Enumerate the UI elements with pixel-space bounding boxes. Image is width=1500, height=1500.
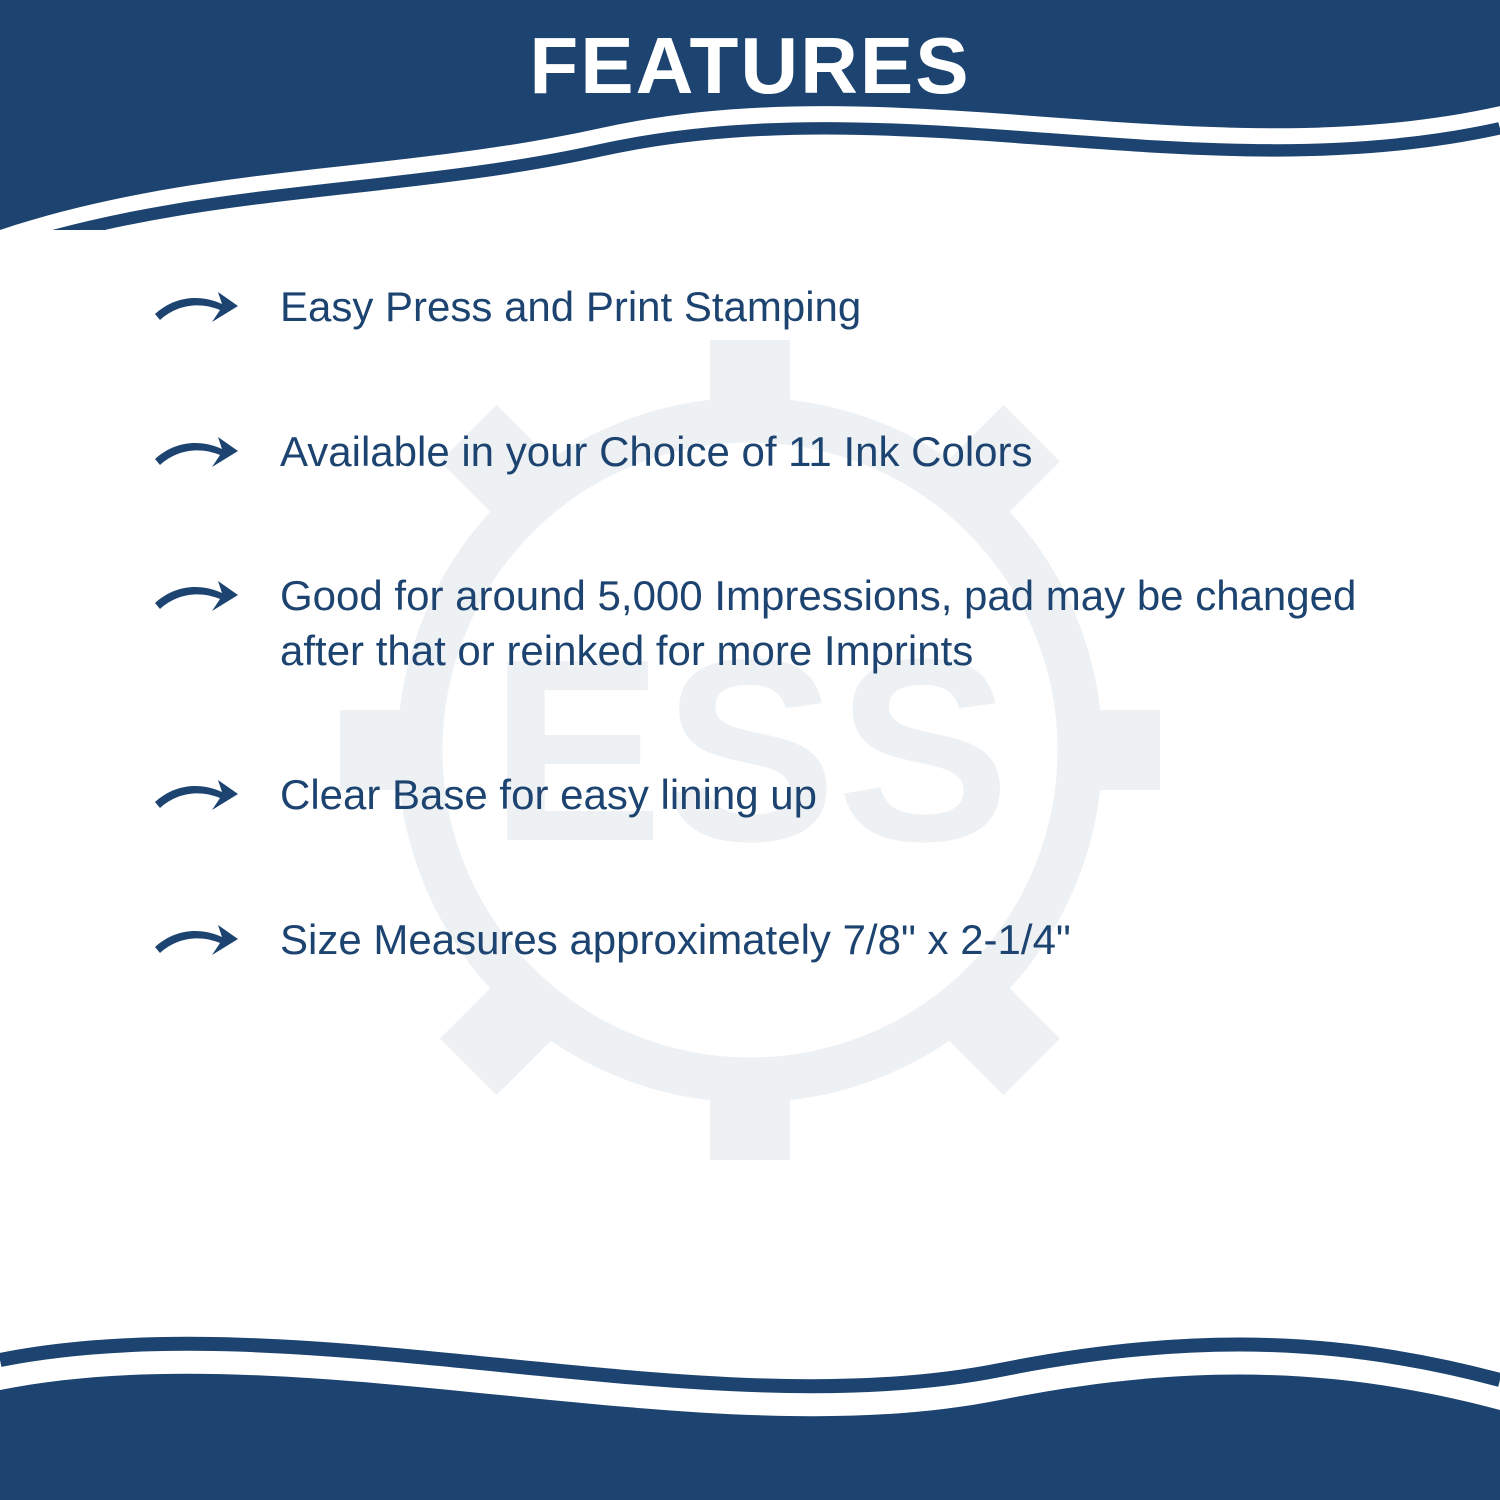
arrow-right-icon — [150, 429, 240, 473]
footer-wave-band — [0, 1320, 1500, 1500]
list-item: Available in your Choice of 11 Ink Color… — [150, 425, 1380, 480]
list-item: Easy Press and Print Stamping — [150, 280, 1380, 335]
list-item: Clear Base for easy lining up — [150, 768, 1380, 823]
feature-text: Easy Press and Print Stamping — [280, 280, 861, 335]
list-item: Size Measures approximately 7/8" x 2-1/4… — [150, 913, 1380, 968]
arrow-right-icon — [150, 284, 240, 328]
feature-text: Good for around 5,000 Impressions, pad m… — [280, 569, 1380, 678]
page-title: FEATURES — [0, 20, 1500, 112]
feature-text: Clear Base for easy lining up — [280, 768, 817, 823]
feature-text: Available in your Choice of 11 Ink Color… — [280, 425, 1033, 480]
feature-list: Easy Press and Print Stamping Available … — [150, 280, 1380, 1058]
footer-wave-fill — [0, 1374, 1500, 1500]
arrow-right-icon — [150, 573, 240, 617]
arrow-right-icon — [150, 917, 240, 961]
arrow-right-icon — [150, 772, 240, 816]
feature-text: Size Measures approximately 7/8" x 2-1/4… — [280, 913, 1071, 968]
list-item: Good for around 5,000 Impressions, pad m… — [150, 569, 1380, 678]
